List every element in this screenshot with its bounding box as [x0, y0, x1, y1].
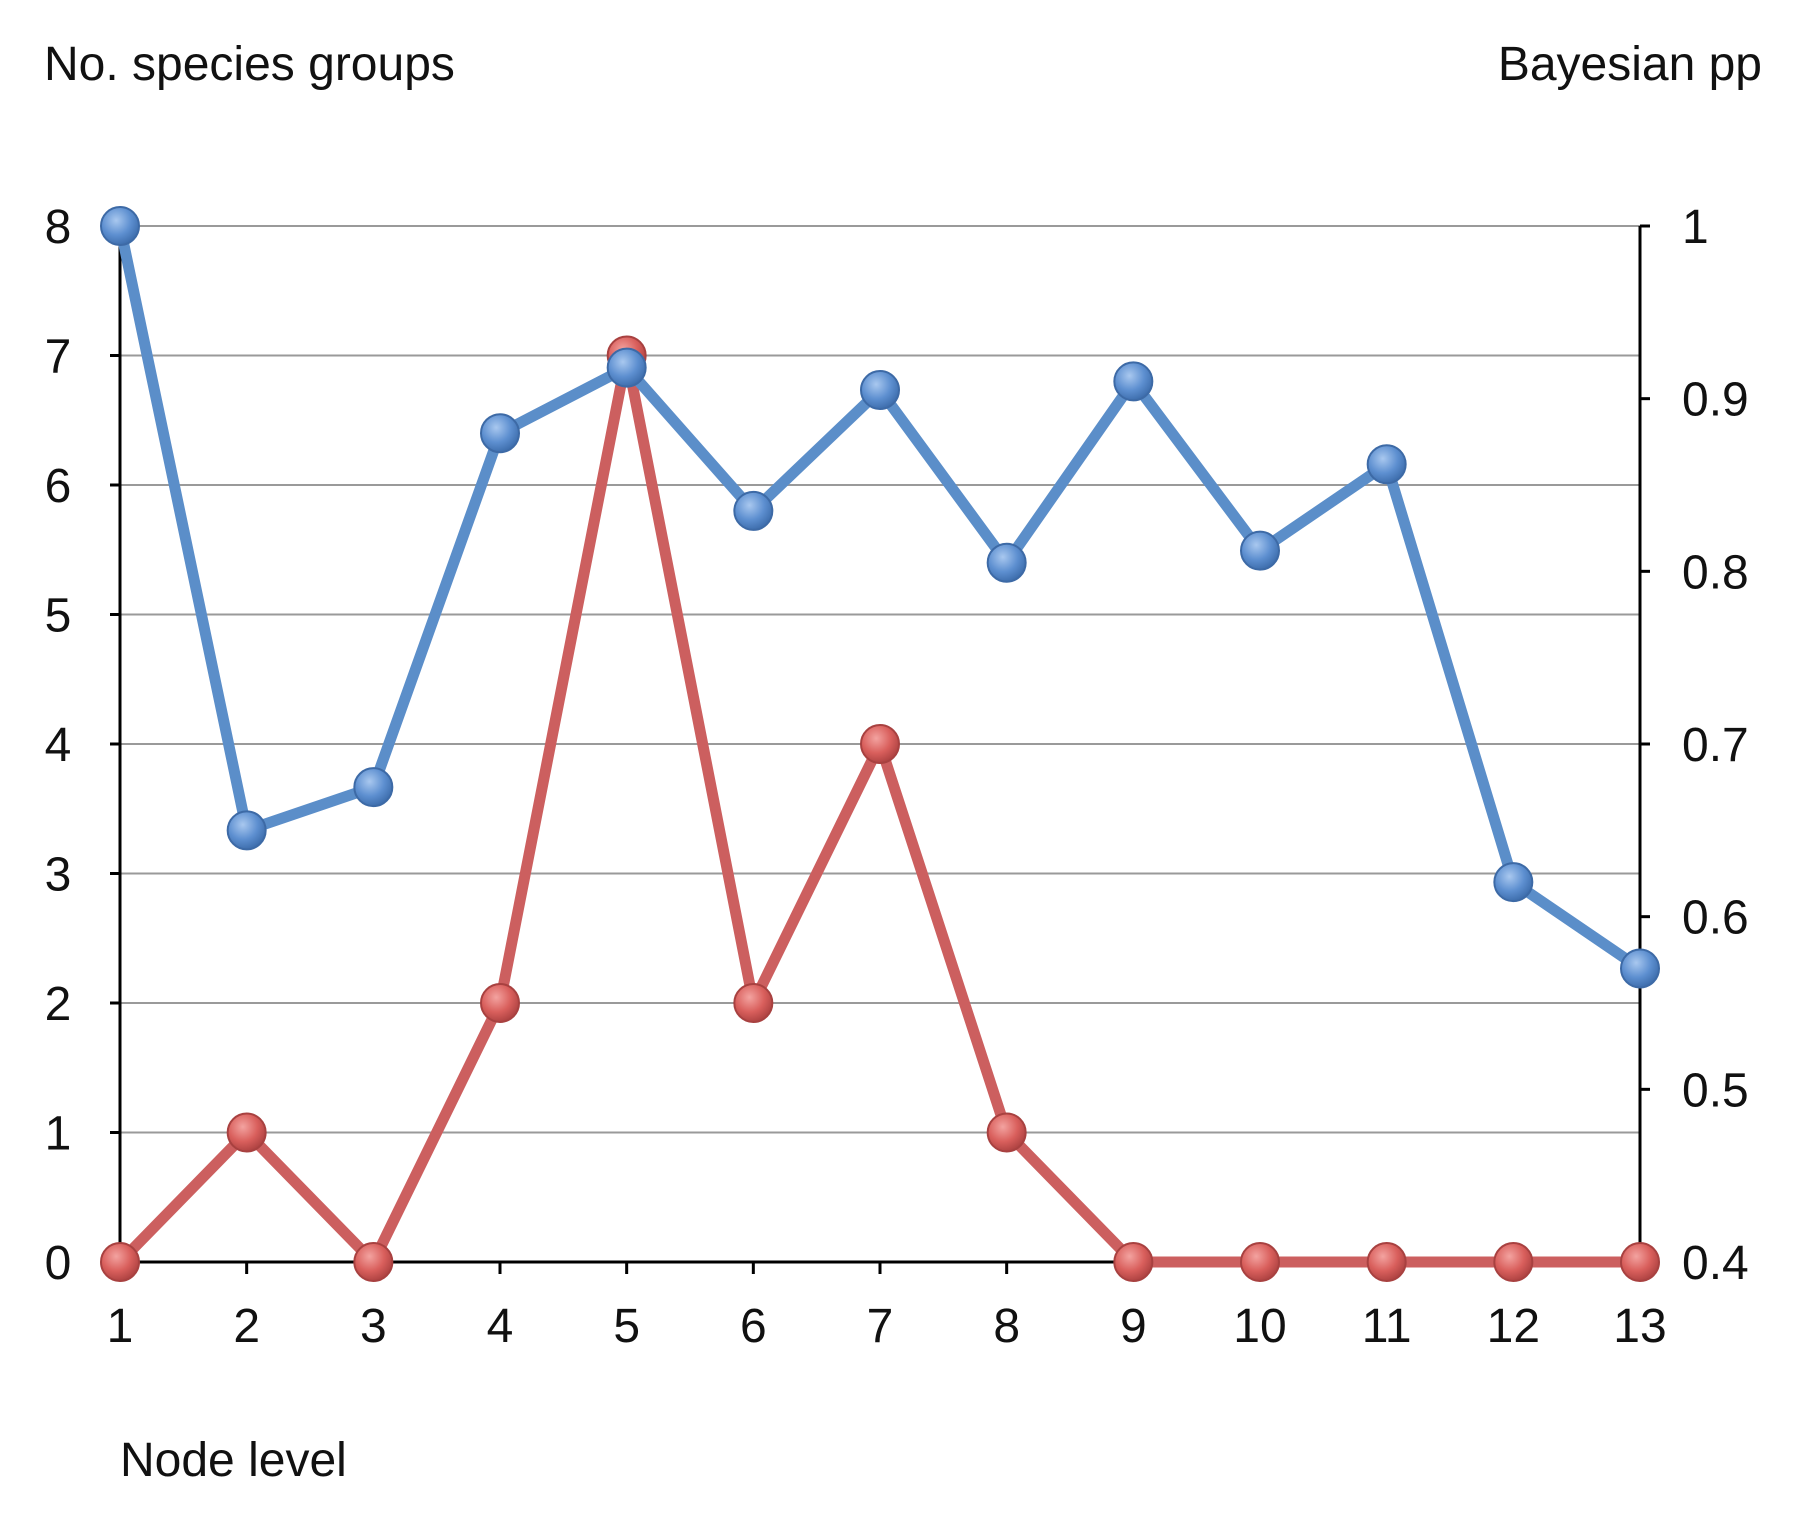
series-point-0 — [1620, 948, 1660, 989]
left-axis-title: No. species groups — [44, 38, 455, 91]
series-point-0 — [1113, 361, 1154, 402]
right-tick-label: 0.4 — [1682, 1237, 1749, 1290]
series-point-0 — [100, 206, 140, 246]
x-tick-label: 7 — [867, 1300, 894, 1353]
x-tick-label: 2 — [233, 1300, 260, 1353]
series-point-0 — [860, 370, 900, 411]
series-point-0 — [733, 490, 774, 531]
series-point-1 — [226, 1112, 267, 1153]
x-tick-label: 1 — [107, 1300, 134, 1353]
x-tick-label: 5 — [613, 1300, 640, 1353]
left-tick-label: 1 — [45, 1108, 72, 1161]
x-tick-label: 3 — [360, 1300, 387, 1353]
series-point-1 — [1113, 1242, 1154, 1282]
series-point-0 — [986, 542, 1027, 583]
x-tick-label: 13 — [1613, 1300, 1666, 1353]
series-point-1 — [733, 983, 774, 1023]
series — [100, 206, 1660, 1282]
series-point-1 — [100, 1242, 140, 1282]
right-tick-label: 1 — [1682, 201, 1709, 254]
x-tick-label: 12 — [1487, 1300, 1540, 1353]
series-point-0 — [353, 767, 394, 808]
series-point-1 — [986, 1112, 1027, 1153]
right-tick-label: 0.9 — [1682, 374, 1749, 427]
series-point-0 — [606, 347, 647, 388]
series-point-1 — [1493, 1242, 1534, 1282]
right-tick-label: 0.6 — [1682, 892, 1749, 945]
series-point-1 — [860, 724, 900, 764]
series-point-1 — [1366, 1242, 1407, 1282]
right-tick-label: 0.5 — [1682, 1064, 1749, 1117]
left-tick-label: 5 — [45, 590, 72, 643]
left-tick-label: 6 — [45, 460, 72, 513]
series-point-0 — [480, 413, 520, 454]
series-point-0 — [1366, 444, 1407, 485]
left-tick-label: 8 — [45, 201, 72, 254]
x-axis-title: Node level — [120, 1434, 347, 1487]
series-line-0 — [114, 220, 1646, 974]
series-point-0 — [1493, 862, 1534, 903]
left-tick-label: 4 — [45, 719, 72, 772]
series-point-0 — [1240, 530, 1280, 571]
series-point-1 — [1620, 1242, 1660, 1282]
series-point-0 — [226, 810, 267, 851]
gridlines — [120, 225, 1640, 1134]
left-tick-label: 7 — [45, 331, 72, 384]
series-line-1 — [114, 350, 1646, 1268]
series-point-1 — [1240, 1242, 1280, 1282]
right-axis-title: Bayesian pp — [1498, 38, 1762, 91]
x-tick-label: 10 — [1233, 1300, 1286, 1353]
series-point-1 — [353, 1242, 394, 1282]
left-tick-label: 2 — [45, 978, 72, 1031]
x-tick-label: 11 — [1362, 1300, 1412, 1353]
x-tick-label: 9 — [1120, 1300, 1147, 1353]
left-tick-label: 3 — [45, 849, 72, 902]
series-point-1 — [480, 983, 520, 1023]
right-tick-label: 0.7 — [1682, 719, 1749, 772]
x-tick-label: 4 — [487, 1300, 514, 1353]
left-tick-label: 0 — [45, 1237, 72, 1290]
x-tick-label: 8 — [993, 1300, 1020, 1353]
x-tick-label: 6 — [740, 1300, 767, 1353]
right-tick-label: 0.8 — [1682, 546, 1749, 599]
